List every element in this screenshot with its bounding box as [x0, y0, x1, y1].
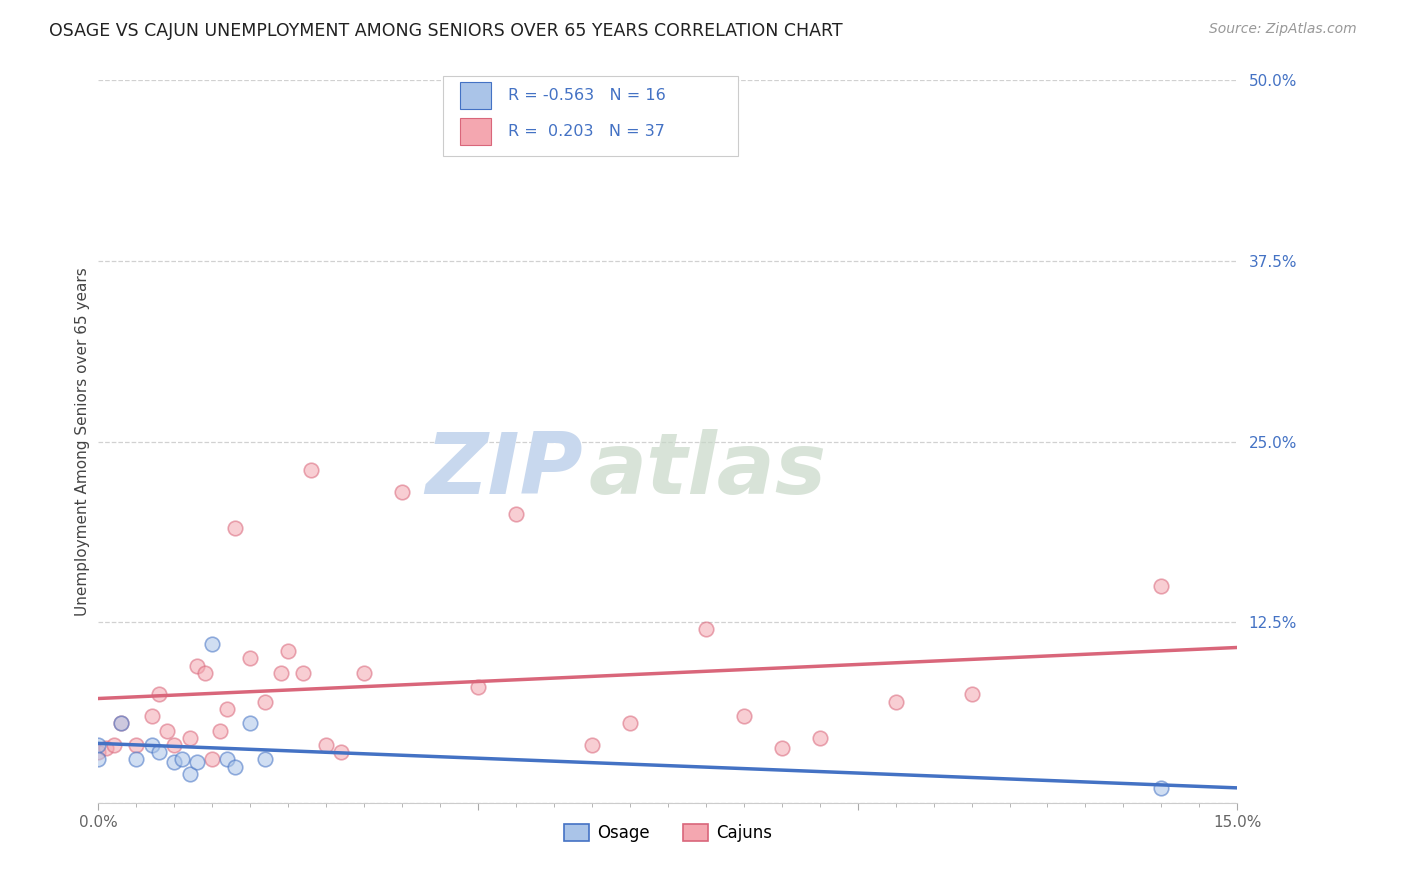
Point [148, 687, 170, 701]
Point [179, 767, 201, 781]
Text: ZIP: ZIP [425, 429, 582, 512]
Point [277, 644, 299, 658]
Point [179, 731, 201, 745]
Point [94, 740, 117, 755]
Point [125, 752, 148, 766]
Y-axis label: Unemployment Among Seniors over 65 years: Unemployment Among Seniors over 65 years [75, 268, 90, 615]
Point [186, 658, 208, 673]
Text: atlas: atlas [588, 429, 827, 512]
Point [201, 752, 224, 766]
Point [87, 738, 110, 752]
Point [110, 716, 132, 731]
Point [217, 702, 239, 716]
Point [163, 756, 186, 770]
Text: OSAGE VS CAJUN UNEMPLOYMENT AMONG SENIORS OVER 65 YEARS CORRELATION CHART: OSAGE VS CAJUN UNEMPLOYMENT AMONG SENIOR… [49, 22, 842, 40]
Point [254, 695, 277, 709]
Point [194, 665, 217, 680]
Point [148, 745, 170, 759]
Point [87, 752, 110, 766]
Point [292, 665, 315, 680]
Point [1150, 579, 1173, 593]
Point [884, 695, 907, 709]
Point [224, 521, 246, 535]
Point [695, 623, 717, 637]
Point [270, 665, 292, 680]
Point [467, 680, 489, 694]
Point [170, 752, 193, 766]
Point [1150, 781, 1173, 796]
Point [808, 731, 831, 745]
Point [201, 637, 224, 651]
Point [391, 485, 413, 500]
Point [217, 752, 239, 766]
Point [141, 738, 163, 752]
Point [619, 716, 641, 731]
Point [141, 709, 163, 723]
Point [208, 723, 231, 738]
Point [330, 745, 353, 759]
Point [224, 760, 246, 774]
Point [239, 651, 262, 665]
Text: R =  0.203   N = 37: R = 0.203 N = 37 [508, 124, 665, 138]
Point [87, 745, 110, 759]
Point [299, 463, 322, 477]
Point [960, 687, 983, 701]
Point [581, 738, 603, 752]
Point [315, 738, 337, 752]
Point [239, 716, 262, 731]
Point [770, 740, 793, 755]
Point [733, 709, 755, 723]
Point [156, 723, 179, 738]
Point [186, 756, 208, 770]
Point [163, 738, 186, 752]
Point [125, 738, 148, 752]
Point [254, 752, 277, 766]
Legend: Osage, Cajuns: Osage, Cajuns [557, 817, 779, 848]
Point [103, 738, 125, 752]
Text: Source: ZipAtlas.com: Source: ZipAtlas.com [1209, 22, 1357, 37]
Text: R = -0.563   N = 16: R = -0.563 N = 16 [508, 88, 665, 103]
Point [353, 665, 375, 680]
Point [110, 716, 132, 731]
Point [505, 507, 527, 521]
